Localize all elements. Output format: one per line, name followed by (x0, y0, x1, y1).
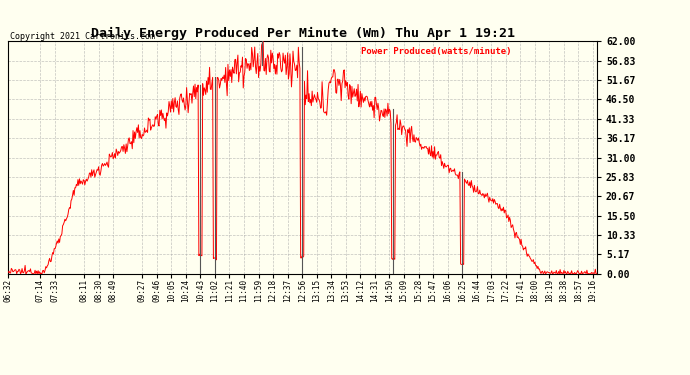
Text: Power Produced(watts/minute): Power Produced(watts/minute) (362, 47, 512, 56)
Title: Daily Energy Produced Per Minute (Wm) Thu Apr 1 19:21: Daily Energy Produced Per Minute (Wm) Th… (90, 27, 515, 40)
Text: Copyright 2021 Cartronics.com: Copyright 2021 Cartronics.com (10, 32, 155, 41)
